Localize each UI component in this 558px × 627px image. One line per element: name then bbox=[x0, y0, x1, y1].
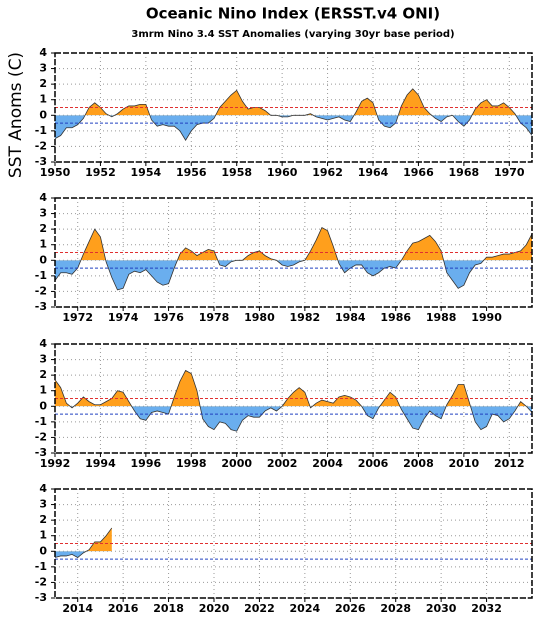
x-tick-label: 1968 bbox=[449, 166, 480, 179]
x-tick-label: 1996 bbox=[131, 457, 162, 470]
series-line bbox=[54, 227, 533, 291]
x-tick-label: 1984 bbox=[335, 311, 366, 324]
x-tick-label: 2018 bbox=[153, 602, 184, 615]
x-tick-label: 2016 bbox=[108, 602, 139, 615]
y-axis-label: SST Anoms (C) bbox=[6, 52, 26, 178]
y-tick-label: -1 bbox=[35, 415, 47, 428]
y-tick-label: 4 bbox=[39, 46, 47, 59]
y-tick-label: 2 bbox=[39, 77, 47, 90]
plot-frame bbox=[54, 197, 533, 308]
x-tick-label: 2002 bbox=[267, 457, 298, 470]
y-tick-label: -1 bbox=[35, 560, 47, 573]
x-tick-label: 1978 bbox=[199, 311, 230, 324]
series-line bbox=[54, 88, 533, 141]
y-tick-label: 2 bbox=[39, 222, 47, 235]
x-tick-label: 1954 bbox=[131, 166, 162, 179]
x-tick-label: 1972 bbox=[62, 311, 93, 324]
plot-frame bbox=[54, 488, 533, 599]
plot-frame bbox=[54, 52, 533, 163]
x-tick-label: 2014 bbox=[62, 602, 93, 615]
y-tick-label: 4 bbox=[39, 191, 47, 204]
y-tick-label: 3 bbox=[39, 353, 47, 366]
y-tick-label: 3 bbox=[39, 498, 47, 511]
x-tick-label: 1988 bbox=[426, 311, 457, 324]
y-tick-label: 1 bbox=[39, 529, 47, 542]
x-tick-label: 2028 bbox=[380, 602, 411, 615]
x-tick-label: 2022 bbox=[244, 602, 275, 615]
x-tick-label: 2010 bbox=[449, 457, 480, 470]
y-tick-label: 0 bbox=[39, 544, 47, 557]
x-tick-label: 1950 bbox=[40, 166, 71, 179]
x-tick-label: 1992 bbox=[40, 457, 71, 470]
y-tick-label: 0 bbox=[39, 253, 47, 266]
x-tick-label: 1962 bbox=[312, 166, 343, 179]
positive-area bbox=[55, 370, 527, 407]
y-tick-label: 1 bbox=[39, 238, 47, 251]
x-tick-label: 2026 bbox=[335, 602, 366, 615]
x-tick-label: 1976 bbox=[153, 311, 184, 324]
positive-area bbox=[80, 227, 532, 261]
x-tick-label: 1998 bbox=[176, 457, 207, 470]
y-tick-label: -2 bbox=[35, 575, 47, 588]
x-tick-label: 2024 bbox=[290, 602, 321, 615]
x-tick-label: 1956 bbox=[176, 166, 207, 179]
y-tick-label: -3 bbox=[35, 591, 47, 604]
x-tick-label: 1990 bbox=[471, 311, 502, 324]
y-tick-label: -1 bbox=[35, 269, 47, 282]
x-tick-label: 1960 bbox=[267, 166, 298, 179]
negative-area bbox=[55, 551, 112, 558]
y-tick-label: -2 bbox=[35, 139, 47, 152]
y-tick-label: -2 bbox=[35, 284, 47, 297]
y-tick-label: 2 bbox=[39, 368, 47, 381]
y-tick-label: 4 bbox=[39, 482, 47, 495]
chart-title: Oceanic Nino Index (ERSST.v4 ONI) bbox=[146, 5, 440, 23]
x-tick-label: 2008 bbox=[403, 457, 434, 470]
y-tick-label: -3 bbox=[35, 155, 47, 168]
y-tick-label: 2 bbox=[39, 513, 47, 526]
y-tick-label: 1 bbox=[39, 384, 47, 397]
y-tick-label: 0 bbox=[39, 108, 47, 121]
positive-area bbox=[85, 88, 516, 116]
x-tick-label: 1970 bbox=[494, 166, 525, 179]
x-tick-label: 1952 bbox=[85, 166, 116, 179]
y-tick-label: -2 bbox=[35, 430, 47, 443]
x-tick-label: 2030 bbox=[426, 602, 457, 615]
x-tick-label: 1964 bbox=[358, 166, 389, 179]
y-tick-label: -1 bbox=[35, 124, 47, 137]
x-tick-label: 1958 bbox=[221, 166, 252, 179]
x-tick-label: 1974 bbox=[108, 311, 139, 324]
y-tick-label: 4 bbox=[39, 337, 47, 350]
y-tick-label: -3 bbox=[35, 446, 47, 459]
negative-area bbox=[55, 115, 532, 141]
x-tick-label: 1994 bbox=[85, 457, 116, 470]
x-tick-label: 2012 bbox=[494, 457, 525, 470]
chart-subtitle: 3mrm Nino 3.4 SST Anomalies (varying 30y… bbox=[131, 29, 454, 40]
x-tick-label: 1966 bbox=[403, 166, 434, 179]
x-tick-label: 2004 bbox=[312, 457, 343, 470]
series-line bbox=[54, 369, 533, 432]
negative-area bbox=[55, 406, 532, 432]
y-tick-label: 3 bbox=[39, 62, 47, 75]
x-tick-label: 2000 bbox=[221, 457, 252, 470]
x-tick-label: 2006 bbox=[358, 457, 389, 470]
y-tick-label: 0 bbox=[39, 399, 47, 412]
x-tick-label: 1982 bbox=[290, 311, 321, 324]
y-tick-label: 1 bbox=[39, 93, 47, 106]
y-tick-label: 3 bbox=[39, 207, 47, 220]
x-tick-label: 2020 bbox=[199, 602, 230, 615]
x-tick-label: 1980 bbox=[244, 311, 275, 324]
y-tick-label: -3 bbox=[35, 300, 47, 313]
x-tick-label: 2032 bbox=[471, 602, 502, 615]
plot-frame bbox=[54, 343, 533, 454]
series-line bbox=[54, 527, 113, 558]
x-tick-label: 1986 bbox=[380, 311, 411, 324]
